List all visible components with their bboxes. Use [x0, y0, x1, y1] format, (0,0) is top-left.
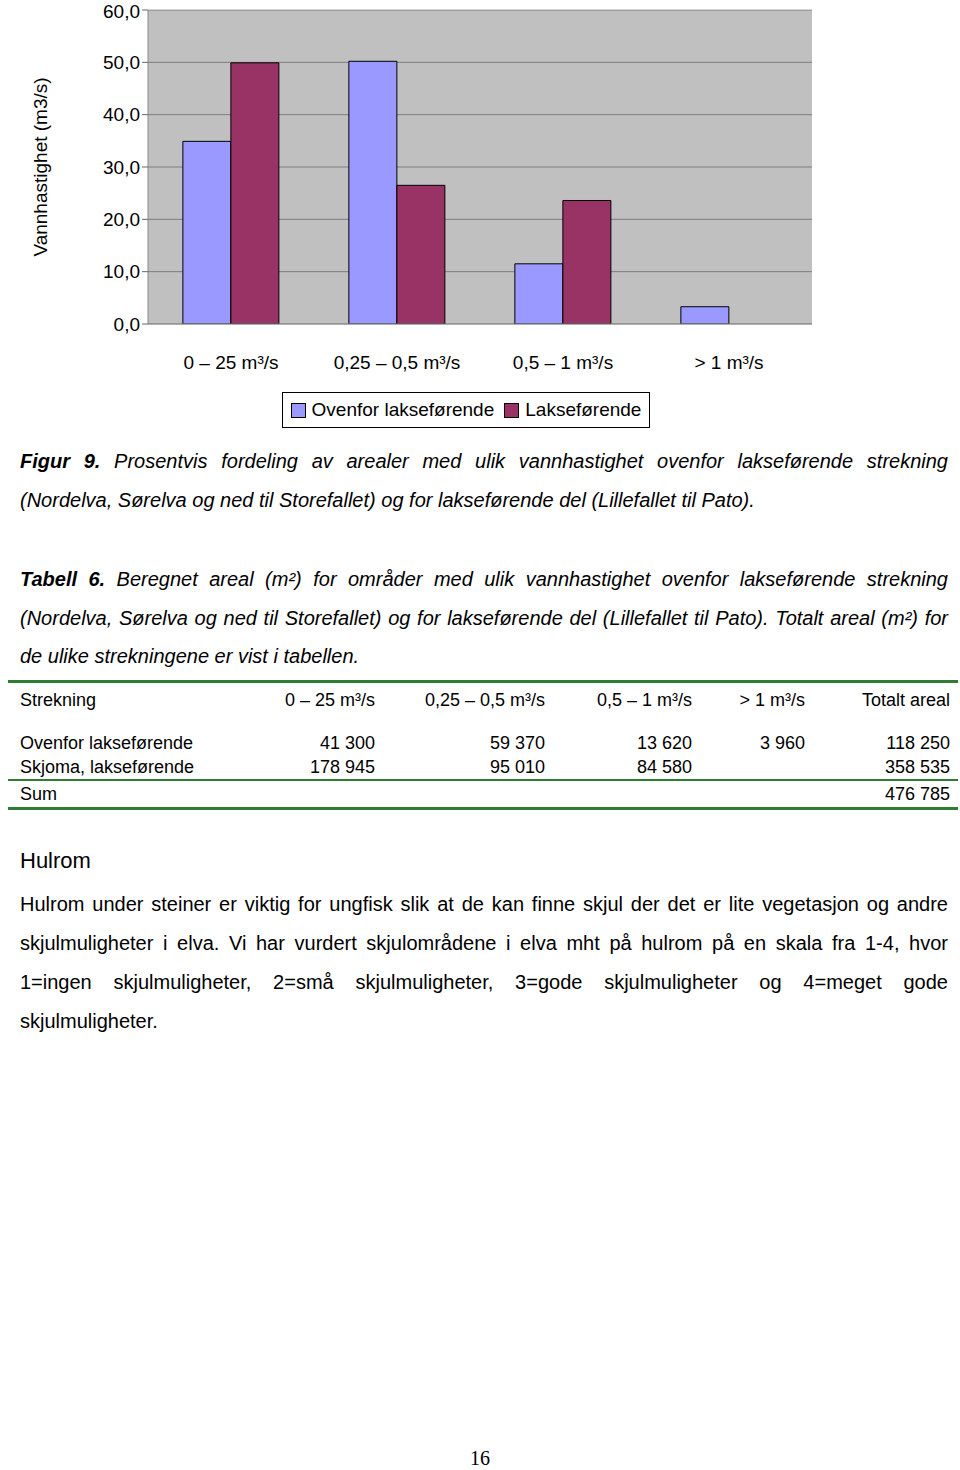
html-text:0 – 25 m³/s: 0 – 25 m³/s	[285, 689, 375, 710]
html-text:Hulrom under steiner er viktig: Hulrom under steiner er viktig for ungfi…	[20, 893, 948, 1032]
html-text:41 300: 41 300	[319, 732, 375, 753]
svg-text:Vannhastighet (m3/s): Vannhastighet (m3/s)	[30, 77, 51, 256]
html-text:59 370: 59 370	[489, 732, 545, 753]
html-text:178 945: 178 945	[309, 756, 375, 777]
svg-text:20,0: 20,0	[103, 209, 140, 230]
html-text:476 785: 476 785	[884, 783, 950, 804]
html-text:Prosentvis fordeling av areale: Prosentvis fordeling av arealer med ulik…	[20, 450, 948, 511]
html-text:358 535: 358 535	[884, 756, 950, 777]
html-text:0,25 – 0,5 m³/s: 0,25 – 0,5 m³/s	[424, 689, 545, 710]
html-text:0,5 – 1 m³/s: 0,5 – 1 m³/s	[597, 689, 692, 710]
svg-text:0,25 – 0,5 m³/s: 0,25 – 0,5 m³/s	[334, 352, 461, 373]
html-text:Lakseførende: Lakseførende	[525, 399, 642, 420]
html-text:Figur 9.: Figur 9.	[20, 450, 101, 472]
html-text:Ovenfor lakseførende: Ovenfor lakseførende	[311, 399, 495, 420]
html-text:95 010: 95 010	[489, 756, 545, 777]
svg-text:> 1 m³/s: > 1 m³/s	[694, 352, 763, 373]
html-text:Tabell 6.: Tabell 6.	[20, 568, 106, 590]
svg-text:50,0: 50,0	[103, 52, 140, 73]
html-text:Ovenfor lakseførende: Ovenfor lakseførende	[20, 732, 194, 753]
html-text:84 580: 84 580	[636, 756, 692, 777]
html-text:13 620: 13 620	[636, 732, 692, 753]
html-text:16: 16	[470, 1447, 490, 1469]
svg-text:0 – 25 m³/s: 0 – 25 m³/s	[183, 352, 278, 373]
svg-text:30,0: 30,0	[103, 157, 140, 178]
svg-text:60,0: 60,0	[103, 1, 140, 22]
svg-text:0,0: 0,0	[114, 314, 140, 335]
html-text:> 1 m³/s: > 1 m³/s	[739, 689, 805, 710]
html-text:Hulrom: Hulrom	[20, 848, 91, 873]
html-text:118 250: 118 250	[886, 732, 950, 753]
svg-text:40,0: 40,0	[103, 104, 140, 125]
svg-text:10,0: 10,0	[103, 261, 140, 282]
html-text:Skjoma, lakseførende: Skjoma, lakseførende	[20, 756, 195, 777]
html-text:Totalt areal: Totalt areal	[861, 689, 950, 710]
html-text:Sum: Sum	[20, 783, 57, 804]
html-text:Strekning: Strekning	[20, 689, 96, 710]
html-text:Beregnet areal (m²) for område: Beregnet areal (m²) for områder med ulik…	[20, 568, 948, 667]
svg-text:0,5 – 1 m³/s: 0,5 – 1 m³/s	[513, 352, 613, 373]
html-text:3 960: 3 960	[760, 732, 805, 753]
